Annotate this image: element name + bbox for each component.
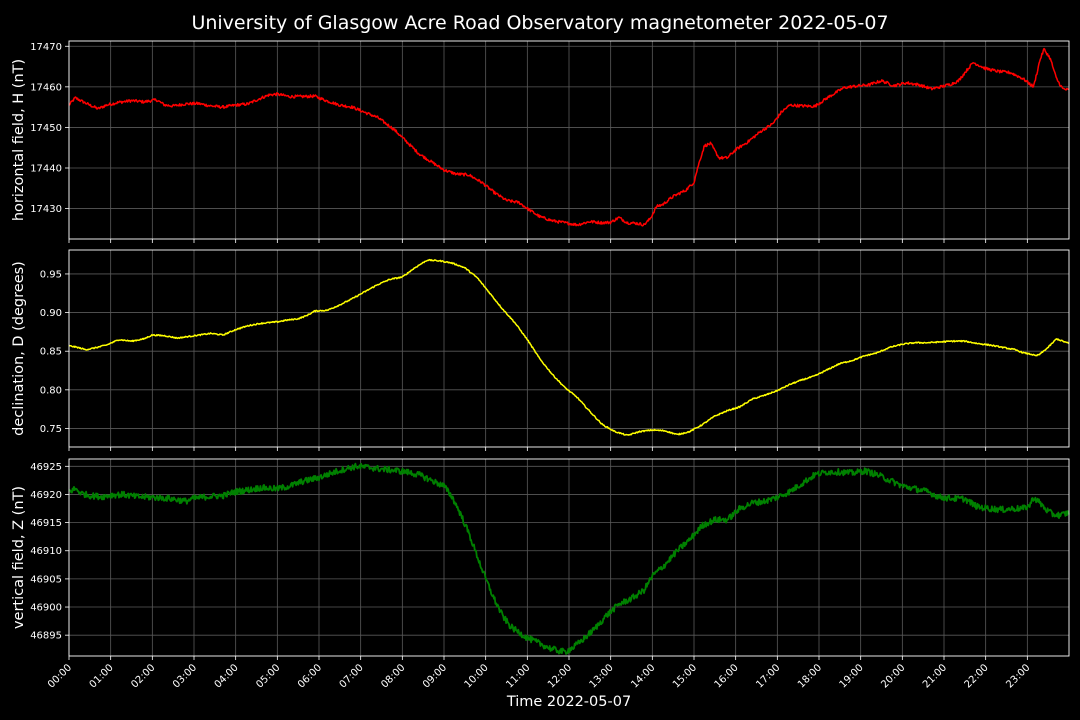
x-tick-label: 04:00 — [213, 662, 241, 690]
y-tick-label: 46915 — [30, 518, 62, 529]
y-tick-label: 46895 — [30, 631, 62, 642]
x-tick-label: 19:00 — [838, 662, 866, 690]
chart-title: University of Glasgow Acre Road Observat… — [191, 12, 888, 34]
x-tick-label: 22:00 — [963, 662, 991, 690]
x-tick-label: 14:00 — [629, 662, 657, 690]
x-axis-label: Time 2022-05-07 — [506, 694, 631, 710]
plot-frame — [68, 40, 1070, 240]
y-tick-label: 46925 — [30, 462, 62, 473]
x-tick-label: 21:00 — [921, 662, 949, 690]
y-axis-label: declination, D (degrees) — [11, 261, 27, 436]
x-tick-label: 23:00 — [1004, 662, 1032, 690]
y-tick-label: 0.75 — [40, 424, 62, 435]
x-tick-label: 02:00 — [129, 662, 157, 690]
y-tick-label: 0.95 — [40, 269, 62, 280]
y-tick-label: 46910 — [30, 546, 62, 557]
y-tick-label: 17440 — [30, 163, 62, 174]
y-tick-label: 0.80 — [40, 385, 62, 396]
x-tick-label: 12:00 — [546, 662, 574, 690]
y-tick-label: 46920 — [30, 490, 62, 501]
y-axis-label: vertical field, Z (nT) — [11, 486, 27, 629]
x-tick-label: 11:00 — [504, 662, 532, 690]
series-line — [68, 258, 1070, 436]
x-tick-label: 05:00 — [254, 662, 282, 690]
x-tick-label: 00:00 — [46, 662, 74, 690]
x-tick-label: 13:00 — [588, 662, 616, 690]
series-line — [68, 47, 1070, 227]
y-axis-label: horizontal field, H (nT) — [11, 59, 27, 221]
plot-frame — [68, 249, 1070, 448]
x-tick-label: 18:00 — [796, 662, 824, 690]
x-tick-label: 08:00 — [379, 662, 407, 690]
x-tick-label: 10:00 — [463, 662, 491, 690]
panel-2: 46895 46900 46905 46910 46915 46920 46925 verti… — [11, 458, 1070, 660]
y-tick-label: 46905 — [30, 574, 62, 585]
y-tick-label: 17470 — [30, 42, 62, 53]
y-tick-label: 17460 — [30, 82, 62, 93]
y-tick-label: 46900 — [30, 603, 62, 614]
x-tick-label: 01:00 — [88, 662, 116, 690]
x-tick-label: 17:00 — [754, 662, 782, 690]
panel-1: 0.75 0.80 0.85 0.90 0.95 declination, D (degr… — [11, 249, 1070, 451]
x-tick-label: 07:00 — [338, 662, 366, 690]
x-tick-label: 03:00 — [171, 662, 199, 690]
x-tick-label: 16:00 — [713, 662, 741, 690]
y-tick-label: 0.90 — [40, 308, 62, 319]
series-line — [68, 462, 1070, 655]
plot-frame — [68, 458, 1070, 657]
x-tick-label: 15:00 — [671, 662, 699, 690]
y-tick-label: 17450 — [30, 123, 62, 134]
y-tick-label: 17430 — [30, 204, 62, 215]
x-tick-label: 20:00 — [879, 662, 907, 690]
x-tick-label: 06:00 — [296, 662, 324, 690]
y-tick-label: 0.85 — [40, 347, 62, 358]
x-tick-label: 09:00 — [421, 662, 449, 690]
